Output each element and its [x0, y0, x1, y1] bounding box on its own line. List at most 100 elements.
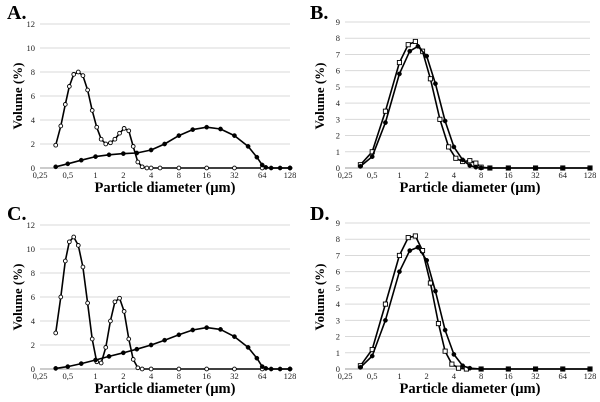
data-point	[382, 301, 388, 307]
data-point	[383, 317, 388, 323]
data-point	[412, 38, 418, 45]
x-axis-label: Particle diameter (µm)	[94, 381, 236, 397]
data-point	[89, 336, 95, 342]
data-point	[78, 361, 84, 366]
data-point	[103, 345, 109, 350]
data-point	[473, 164, 479, 170]
data-point	[442, 348, 448, 354]
x-tick-label: 32	[531, 371, 540, 381]
data-point	[135, 159, 141, 165]
x-tick-label: 8	[177, 371, 181, 381]
y-axis-label: Volume (%)	[312, 263, 327, 331]
y-tick-label: 8	[31, 268, 35, 278]
data-point	[232, 133, 237, 138]
y-tick-label: 9	[336, 17, 340, 27]
x-tick-label: 0,5	[367, 170, 378, 180]
data-point	[460, 157, 466, 163]
data-point	[176, 133, 182, 138]
data-point	[268, 165, 274, 171]
data-point	[415, 43, 421, 49]
data-point	[139, 366, 145, 372]
data-point	[446, 144, 452, 150]
data-point	[433, 81, 438, 86]
y-tick-label: 2	[31, 340, 35, 350]
data-point	[437, 116, 443, 122]
data-point	[427, 76, 433, 82]
y-tick-label: 6	[31, 292, 35, 302]
data-point	[126, 128, 132, 134]
y-tick-label: 12	[27, 19, 36, 29]
data-point	[53, 330, 59, 336]
x-tick-label: 0,25	[338, 170, 353, 180]
y-tick-label: 2	[336, 332, 340, 342]
series-line	[359, 45, 590, 169]
y-tick-label: 7	[336, 250, 340, 260]
data-point	[65, 161, 71, 167]
data-point	[93, 357, 98, 363]
y-tick-label: 0	[31, 364, 35, 374]
data-point	[369, 353, 375, 359]
data-point	[108, 318, 113, 324]
data-point	[254, 154, 260, 160]
chart-panel-b: 0 1 2 3 4 5 6 7 8 9 0,25 0,5 1 2 4 8 16 32 64 128 B. Volume…	[300, 0, 600, 201]
data-point	[268, 366, 274, 372]
data-point	[455, 365, 462, 371]
data-point	[453, 155, 459, 161]
data-point	[80, 73, 86, 78]
data-point	[405, 42, 411, 48]
data-point	[277, 366, 283, 372]
data-point	[467, 365, 473, 371]
data-point	[451, 144, 457, 150]
data-point	[71, 72, 77, 77]
x-tick-label: 2	[121, 371, 125, 381]
y-tick-label: 2	[31, 139, 35, 149]
data-point	[263, 165, 269, 170]
x-tick-label: 8	[479, 170, 483, 180]
x-tick-label: 0,25	[33, 170, 48, 180]
data-point	[478, 165, 484, 171]
x-tick-label: 4	[452, 170, 457, 180]
data-point	[259, 162, 265, 168]
x-tick-label: 8	[177, 170, 181, 180]
data-point	[53, 164, 59, 170]
data-point	[245, 144, 251, 149]
data-point	[53, 142, 59, 148]
x-tick-label: 16	[202, 371, 211, 381]
y-tick-label: 8	[31, 67, 35, 77]
data-point	[467, 158, 473, 164]
data-point	[134, 150, 140, 156]
y-tick-label: 1	[336, 348, 340, 358]
data-point	[148, 342, 154, 348]
y-tick-label: 3	[336, 114, 340, 124]
x-tick-label: 0,25	[338, 371, 353, 381]
data-point	[415, 244, 421, 250]
data-point	[245, 345, 251, 350]
data-point	[190, 127, 196, 132]
data-point	[487, 165, 493, 171]
data-point	[358, 164, 363, 169]
data-point	[435, 321, 442, 327]
data-point	[62, 258, 68, 264]
data-point	[98, 136, 104, 142]
data-point	[587, 165, 593, 171]
data-point	[134, 346, 140, 352]
x-tick-label: 64	[559, 371, 568, 381]
data-point	[533, 366, 538, 372]
y-tick-label: 10	[27, 43, 36, 53]
data-point	[442, 327, 448, 333]
data-point	[358, 365, 363, 370]
x-tick-label: 0,25	[33, 371, 48, 381]
y-tick-label: 12	[27, 220, 36, 230]
y-tick-label: 8	[336, 234, 340, 244]
series-line	[359, 40, 590, 169]
data-point	[424, 53, 430, 59]
x-tick-label: 1	[397, 170, 401, 180]
y-tick-label: 6	[31, 91, 35, 101]
x-axis-label: Particle diameter (µm)	[94, 180, 236, 196]
data-point	[112, 136, 118, 142]
x-tick-label: 0,5	[367, 371, 378, 381]
data-point	[460, 363, 466, 369]
data-point	[148, 147, 154, 153]
data-point	[58, 123, 64, 129]
y-tick-label: 7	[336, 49, 340, 59]
